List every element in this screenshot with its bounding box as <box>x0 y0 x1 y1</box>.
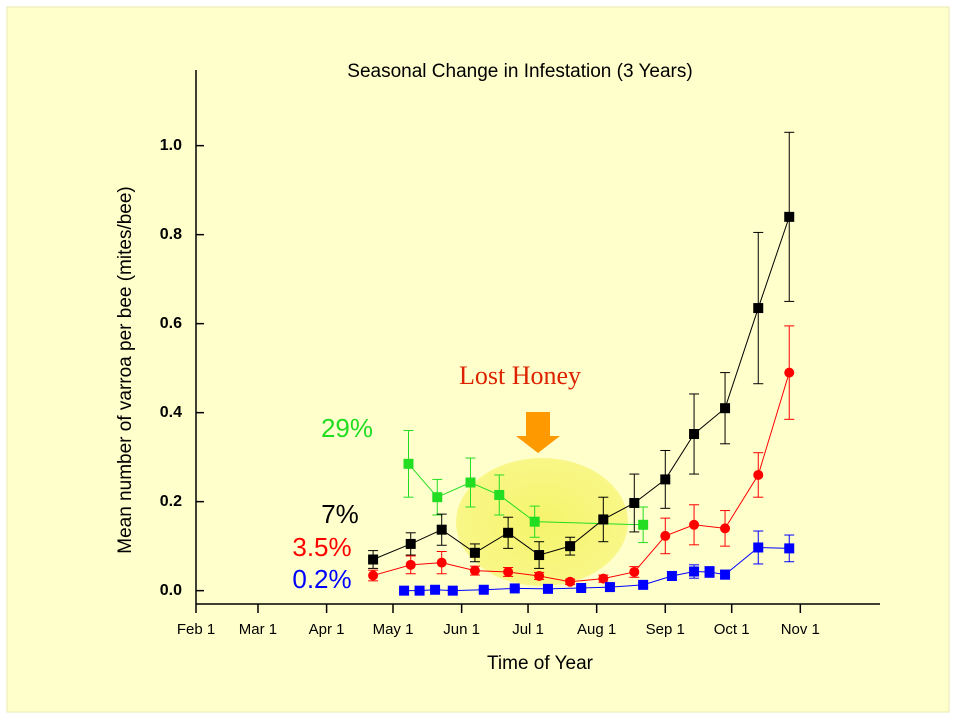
annotation: 29% <box>321 413 373 443</box>
point <box>638 579 649 590</box>
x-tick-label: May 1 <box>373 621 414 638</box>
x-axis-label: Time of Year <box>487 653 594 674</box>
point <box>368 554 379 565</box>
point <box>534 570 545 581</box>
annotation: 3.5% <box>292 532 351 562</box>
y-tick-label: 0.8 <box>160 226 182 243</box>
arrow <box>516 412 560 453</box>
series-line <box>404 546 790 592</box>
point <box>494 489 505 500</box>
y-tick-label: 0.2 <box>160 493 182 510</box>
point <box>405 538 416 549</box>
annotation: 0.2% <box>292 564 351 594</box>
point <box>469 565 480 576</box>
chart-background <box>6 6 950 713</box>
y-tick-label: 1.0 <box>160 137 182 154</box>
point <box>503 527 514 538</box>
point <box>689 519 700 530</box>
x-tick-label: Nov 1 <box>781 621 820 638</box>
point <box>399 585 410 596</box>
point <box>509 583 520 594</box>
point <box>753 303 764 314</box>
y-tick-label: 0.4 <box>160 404 182 421</box>
point <box>565 576 576 587</box>
point <box>403 458 414 469</box>
x-tick-label: Jun 1 <box>443 621 480 638</box>
chart-title: Seasonal Change in Infestation (3 Years) <box>347 61 692 82</box>
point <box>753 542 764 553</box>
point <box>436 557 447 568</box>
series-line <box>408 463 644 526</box>
y-tick-label: 0.0 <box>160 582 182 599</box>
point <box>565 541 576 552</box>
x-tick-label: Sep 1 <box>646 621 685 638</box>
point <box>753 469 764 480</box>
point <box>542 583 553 594</box>
point <box>638 519 649 530</box>
point <box>704 566 715 577</box>
point <box>689 429 700 440</box>
point <box>629 566 640 577</box>
point <box>720 523 731 534</box>
annotation: Lost Honey <box>459 361 581 390</box>
point <box>469 547 480 558</box>
point <box>720 403 731 414</box>
x-tick-label: Mar 1 <box>239 621 277 638</box>
point <box>784 211 795 222</box>
point <box>689 566 700 577</box>
x-tick-label: Aug 1 <box>577 621 616 638</box>
point <box>784 543 795 554</box>
y-axis-label: Mean number of varroa per bee (mites/bee… <box>115 186 136 554</box>
point <box>598 514 609 525</box>
point <box>660 530 671 541</box>
x-tick-label: Feb 1 <box>177 621 215 638</box>
point <box>784 367 795 378</box>
point <box>534 550 545 561</box>
point <box>604 582 615 593</box>
series-line <box>372 216 790 560</box>
x-tick-label: Jul 1 <box>512 621 544 638</box>
point <box>414 585 425 596</box>
point <box>503 566 514 577</box>
point <box>529 516 540 527</box>
y-tick-label: 0.6 <box>160 315 182 332</box>
point <box>720 569 731 580</box>
x-tick-label: Oct 1 <box>714 621 750 638</box>
point <box>629 497 640 508</box>
x-tick-label: Apr 1 <box>309 621 345 638</box>
series-line <box>372 372 790 583</box>
point <box>368 570 379 581</box>
point <box>432 492 443 503</box>
point <box>666 570 677 581</box>
point <box>598 573 609 584</box>
point <box>576 582 587 593</box>
point <box>430 584 441 595</box>
point <box>465 477 476 488</box>
annotation: 7% <box>321 499 359 529</box>
point <box>660 474 671 485</box>
point <box>447 585 458 596</box>
point <box>405 559 416 570</box>
point <box>436 524 447 535</box>
point <box>478 584 489 595</box>
